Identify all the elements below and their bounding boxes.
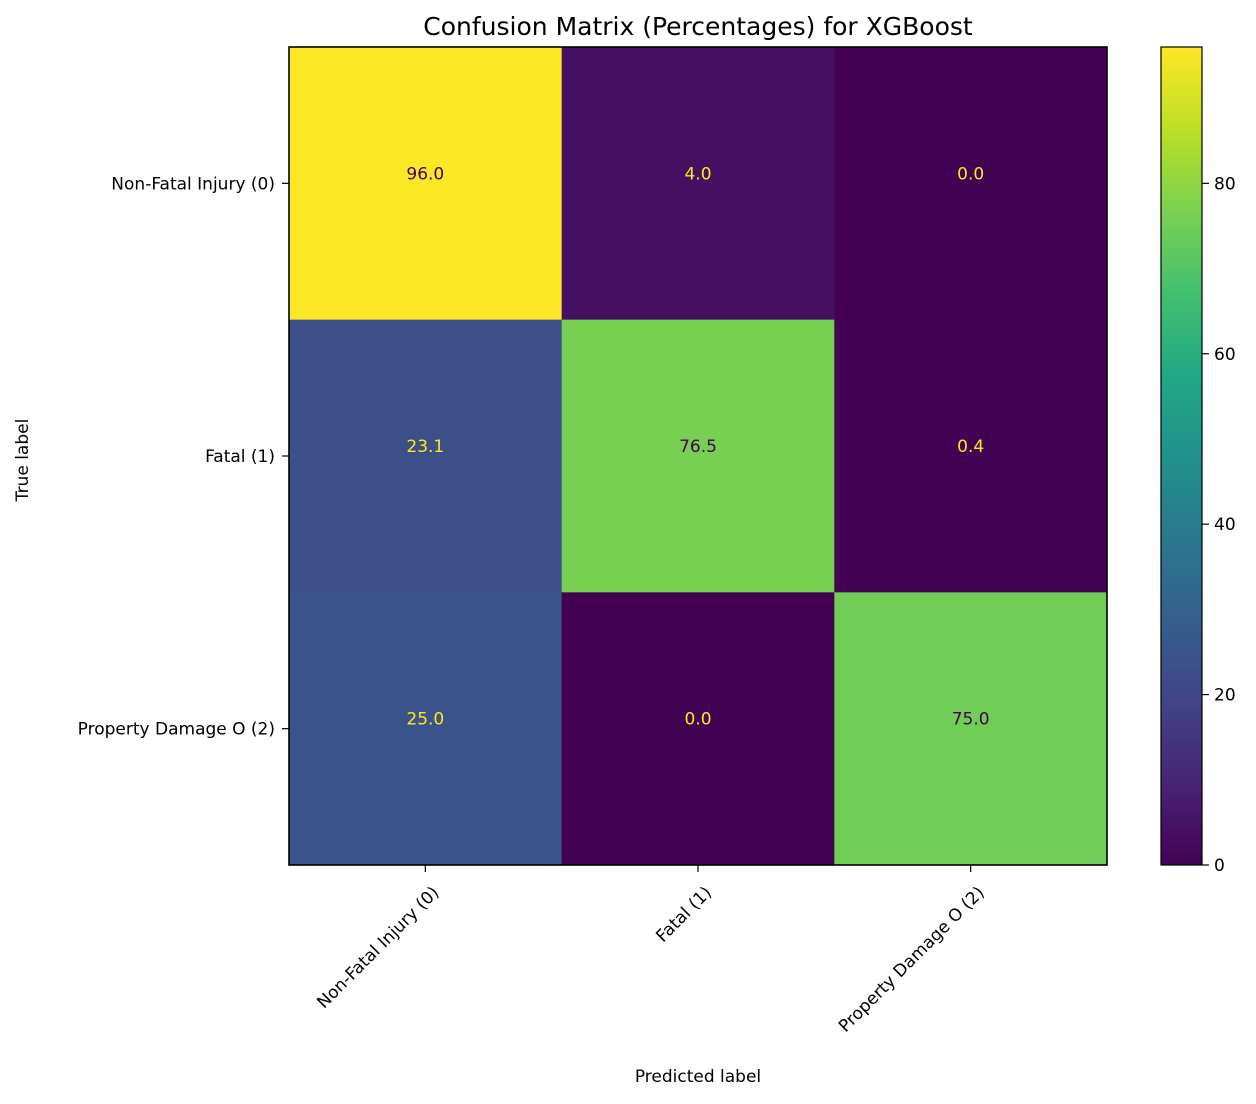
heatmap-cell [561,47,835,321]
x-axis-label: Predicted label [635,1067,761,1087]
colorbar [1161,47,1202,865]
heatmap-cell [834,319,1108,593]
x-axis-ticks: Non-Fatal Injury (0) Fatal (1) Property Da… [313,865,989,1037]
cell-value-label: 0.4 [957,437,984,457]
colorbar-ticks: 0 20 40 60 80 [1202,174,1236,876]
cell-value-label: 75.0 [952,710,990,730]
y-axis-ticks: Non-Fatal Injury (0) Fatal (1) Property Da… [78,174,289,740]
cell-value-label: 0.0 [957,164,984,184]
y-axis-label: True label [13,419,33,503]
y-tick-label: Fatal (1) [205,447,275,467]
heatmap-cell [834,592,1108,866]
heatmap-cell [561,319,835,593]
heatmap-cell [289,319,563,593]
colorbar-tick-label: 60 [1214,345,1236,365]
cell-value-label: 4.0 [684,164,711,184]
heatmap-cell [834,47,1108,321]
colorbar-tick-label: 20 [1214,686,1236,706]
chart-title: Confusion Matrix (Percentages) for XGBoo… [423,12,973,41]
x-tick-label: Property Damage O (2) [835,883,989,1037]
heatmap-cell-labels: 96.0 4.0 0.0 23.1 76.5 0.4 25.0 0.0 75.0 [406,164,989,729]
cell-value-label: 76.5 [679,437,717,457]
cell-value-label: 25.0 [406,710,444,730]
heatmap-cells [289,47,1108,866]
x-tick-label: Fatal (1) [652,883,716,947]
heatmap-cell [289,47,563,321]
colorbar-tick-label: 0 [1214,856,1225,876]
x-tick-label: Non-Fatal Injury (0) [313,883,443,1013]
colorbar-frame [1160,46,1203,866]
y-tick-label: Property Damage O (2) [78,720,275,740]
cell-value-label: 23.1 [406,437,444,457]
heatmap-cell [561,592,835,866]
y-tick-label: Non-Fatal Injury (0) [111,174,275,194]
cell-value-label: 0.0 [684,710,711,730]
heatmap-cell [289,592,563,866]
colorbar-tick-label: 40 [1214,515,1236,535]
colorbar-tick-label: 80 [1214,174,1236,194]
cell-value-label: 96.0 [406,164,444,184]
